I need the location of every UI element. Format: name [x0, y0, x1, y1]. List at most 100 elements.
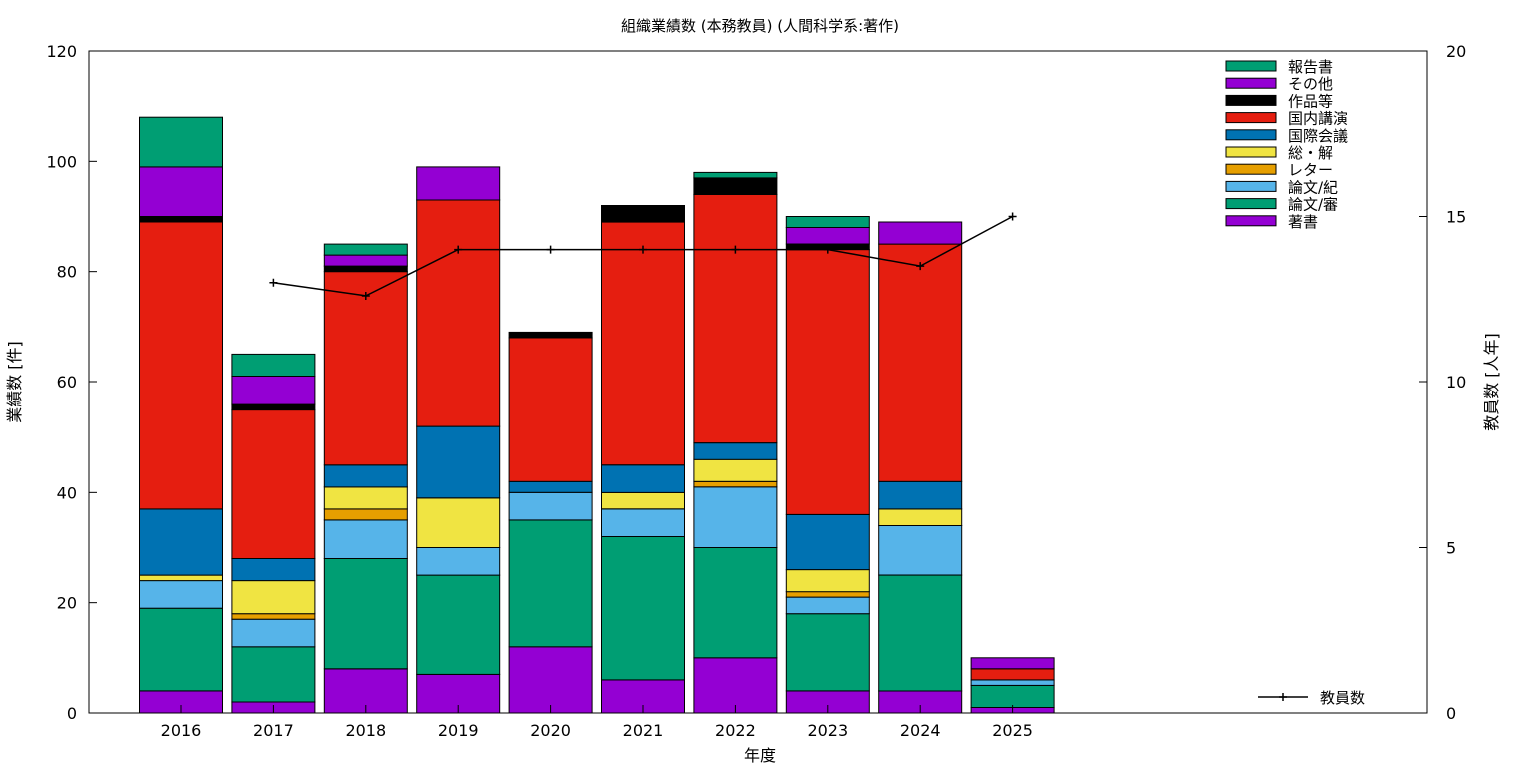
bar-segment-2021-s7 — [601, 205, 685, 223]
x-tick-label-2020: 2020 — [530, 721, 571, 740]
bar-segment-2022-s4 — [693, 458, 778, 482]
faculty-count-point-5 — [731, 245, 740, 254]
bar-segment-2023-s3 — [785, 591, 870, 598]
bar-segment-2016-s1 — [139, 607, 223, 692]
x-tick-label-2017: 2017 — [253, 721, 294, 740]
legend-swatch-9 — [1225, 215, 1277, 227]
x-axis-label: 年度 — [744, 746, 776, 765]
bar-segment-2024-s2 — [878, 524, 963, 576]
y-tick-label-0: 0 — [67, 704, 77, 723]
bar-segment-2022-s7 — [693, 177, 778, 195]
bar-segment-2017-s8 — [231, 376, 316, 405]
chart-title: 組織業績数 (本務教員) (人間科学系:著作) — [621, 17, 899, 35]
x-tick-label-2021: 2021 — [623, 721, 664, 740]
faculty-count-point-3 — [546, 245, 555, 254]
legend-swatch-8 — [1225, 198, 1277, 210]
legend-label-9: 著書 — [1288, 213, 1318, 231]
legend-label-8: 論文/審 — [1288, 196, 1338, 214]
bar-segment-2023-s8 — [785, 227, 870, 245]
faculty-count-point-8 — [1008, 212, 1017, 221]
bar-segment-2024-s8 — [878, 221, 963, 245]
bar-segment-2024-s5 — [878, 480, 963, 510]
legend-swatch-4 — [1225, 129, 1277, 141]
bar-segment-2019-s6 — [416, 199, 501, 427]
bar-segment-2016-s8 — [139, 166, 223, 217]
legend-label-3: 国内講演 — [1288, 110, 1348, 128]
bar-segment-2019-s1 — [416, 574, 501, 675]
bar-segment-2025-s6 — [970, 668, 1055, 681]
bar-segment-2017-s6 — [231, 409, 316, 559]
legend-swatch-6 — [1225, 163, 1277, 175]
y-tick-label-20: 20 — [57, 594, 77, 613]
bar-segment-2018-s1 — [323, 558, 408, 670]
y2-tick-label-20: 20 — [1446, 42, 1466, 61]
bar-segment-2019-s5 — [416, 425, 501, 499]
bar-segment-2017-s5 — [231, 558, 316, 582]
bar-segment-2019-s4 — [416, 497, 501, 548]
faculty-count-point-4 — [639, 245, 647, 254]
bar-segment-2019-s2 — [416, 547, 501, 576]
bar-segment-2016-s4 — [139, 574, 223, 582]
bar-segment-2021-s2 — [601, 508, 685, 537]
bar-segment-2021-s6 — [601, 221, 685, 466]
legend-line-marker — [1279, 693, 1287, 701]
legend-label-2: 作品等 — [1288, 92, 1333, 110]
x-tick-label-2022: 2022 — [715, 721, 756, 740]
x-tick-label-2019: 2019 — [438, 721, 479, 740]
bar-segment-2022-s3 — [693, 480, 778, 488]
bar-segment-2016-s9 — [139, 116, 223, 168]
bar-segment-2023-s2 — [785, 596, 870, 615]
bar-segment-2024-s6 — [878, 243, 963, 482]
bar-segment-2022-s0 — [693, 657, 778, 714]
bar-segment-2017-s4 — [231, 580, 316, 615]
legend-label-4: 国際会議 — [1288, 127, 1348, 145]
faculty-count-point-0 — [269, 278, 278, 287]
bar-segment-2024-s1 — [878, 574, 963, 692]
bar-segment-2018-s5 — [323, 464, 408, 488]
bar-segment-2021-s1 — [601, 536, 685, 681]
legend-swatch-3 — [1225, 112, 1277, 124]
bar-segment-2016-s6 — [139, 221, 223, 510]
legend-label-faculty-count: 教員数 — [1320, 689, 1365, 707]
x-tick-label-2024: 2024 — [900, 721, 941, 740]
bar-segment-2022-s5 — [693, 442, 778, 460]
bar-segment-2024-s4 — [878, 508, 963, 526]
bar-segment-2022-s6 — [693, 193, 778, 444]
bars-layer — [139, 116, 1055, 714]
legend-swatch-1 — [1225, 77, 1277, 89]
bar-segment-2023-s1 — [785, 613, 870, 692]
bar-segment-2018-s3 — [323, 508, 408, 521]
legend-swatch-2 — [1225, 94, 1277, 106]
bar-segment-2017-s3 — [231, 613, 316, 620]
bar-segment-2018-s6 — [323, 271, 408, 466]
bar-segment-2022-s9 — [693, 171, 778, 179]
x-tick-label-2023: 2023 — [807, 721, 848, 740]
bar-segment-2023-s9 — [785, 216, 870, 228]
y2-tick-label-5: 5 — [1446, 539, 1456, 558]
bar-segment-2018-s4 — [323, 486, 408, 510]
bar-segment-2021-s4 — [601, 491, 685, 510]
x-tick-label-2016: 2016 — [161, 721, 202, 740]
bar-segment-2021-s5 — [601, 464, 685, 493]
y-tick-label-80: 80 — [57, 263, 77, 282]
y-tick-label-40: 40 — [57, 483, 77, 502]
faculty-count-point-7 — [916, 262, 925, 271]
legend-swatch-5 — [1225, 146, 1277, 158]
legend-label-1: その他 — [1288, 75, 1333, 93]
bar-segment-2022-s2 — [693, 486, 778, 548]
bar-segment-2018-s8 — [323, 254, 408, 267]
bar-segment-2019-s8 — [416, 166, 501, 201]
bar-segment-2017-s9 — [231, 353, 316, 377]
faculty-count-point-6 — [823, 245, 832, 254]
legend-swatch-7 — [1225, 180, 1277, 192]
line-layer — [269, 212, 1017, 300]
x-tick-label-2025: 2025 — [992, 721, 1033, 740]
y2-tick-label-15: 15 — [1446, 208, 1466, 227]
legend-label-0: 報告書 — [1288, 58, 1333, 76]
legend-label-7: 論文/紀 — [1288, 178, 1338, 196]
bar-segment-2023-s4 — [785, 569, 870, 593]
bar-segment-2020-s5 — [508, 480, 593, 493]
legend-label-6: レター — [1288, 161, 1333, 179]
